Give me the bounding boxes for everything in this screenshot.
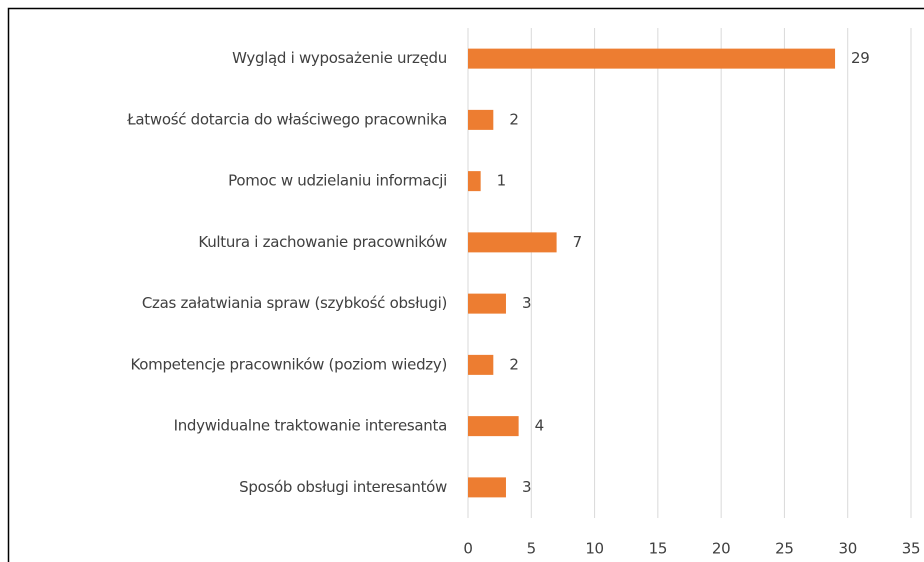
value-label: 4 [535,417,544,435]
bar [468,232,557,253]
y-tick-label: Wygląd i wyposażenie urzędu [232,49,447,67]
bar [468,293,506,314]
x-tick-label: 25 [775,540,794,558]
bar [468,171,481,192]
value-label: 3 [522,294,531,312]
x-tick-label: 5 [527,540,536,558]
bar [468,354,494,375]
bar [468,48,836,69]
y-tick-label: Kompetencje pracowników (poziom wiedzy) [130,355,447,373]
x-tick-label: 20 [712,540,731,558]
y-tick-label: Czas załatwiania spraw (szybkość obsługi… [142,294,447,312]
frame [7,7,924,562]
x-tick-label: 35 [902,540,921,558]
y-tick-label: Pomoc w udzielaniu informacji [228,172,447,190]
x-tick-label: 30 [838,540,857,558]
x-tick-label: 0 [463,540,472,558]
value-label: 3 [522,478,531,496]
value-label: 2 [509,110,518,128]
x-tick-label: 10 [585,540,604,558]
y-tick-label: Łatwość dotarcia do właściwego pracownik… [126,110,447,128]
bar [468,416,519,437]
value-label: 1 [497,172,506,190]
y-tick-label: Kultura i zachowanie pracowników [198,233,447,251]
value-label: 29 [851,49,870,67]
bar [468,109,494,130]
value-label: 7 [573,233,582,251]
y-tick-label: Indywidualne traktowanie interesanta [174,417,447,435]
bar [468,477,506,498]
y-tick-label: Sposób obsługi interesantów [239,478,447,496]
x-tick-label: 15 [649,540,668,558]
value-label: 2 [509,355,518,373]
